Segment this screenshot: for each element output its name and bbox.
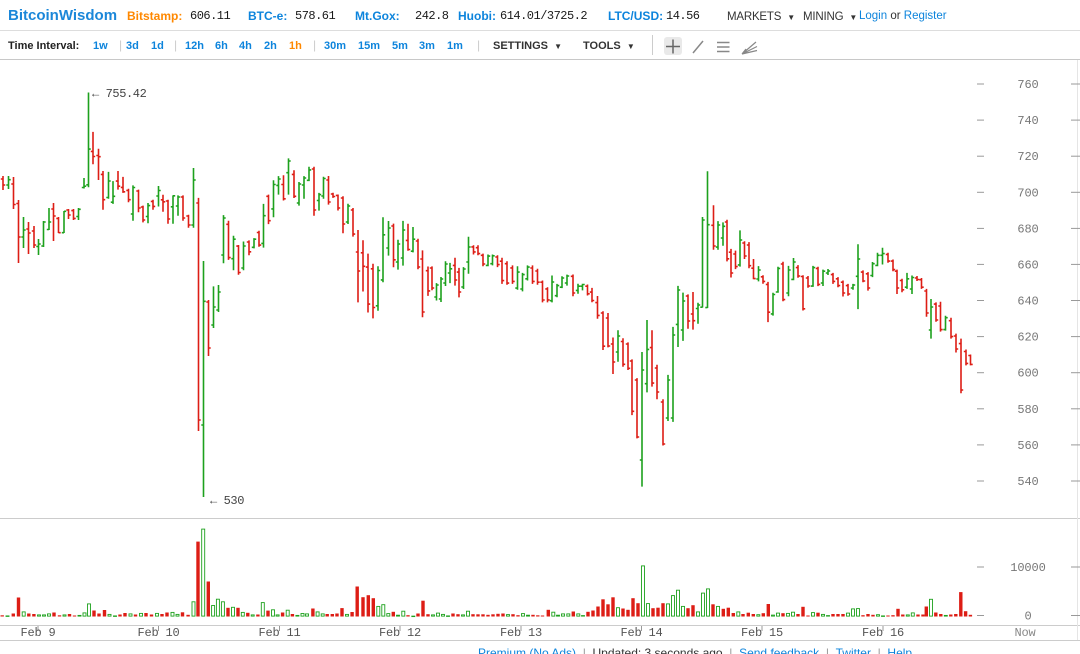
svg-text:640: 640 bbox=[1017, 295, 1038, 309]
svg-text:560: 560 bbox=[1017, 439, 1038, 453]
svg-text:← 530: ← 530 bbox=[210, 494, 244, 508]
svg-text:680: 680 bbox=[1017, 222, 1038, 236]
svg-text:580: 580 bbox=[1017, 403, 1038, 417]
svg-text:720: 720 bbox=[1017, 150, 1038, 164]
svg-text:740: 740 bbox=[1017, 114, 1038, 128]
svg-text:540: 540 bbox=[1017, 475, 1038, 489]
svg-text:0: 0 bbox=[1024, 610, 1031, 624]
svg-text:760: 760 bbox=[1017, 78, 1038, 92]
svg-text:600: 600 bbox=[1017, 367, 1038, 381]
svg-text:700: 700 bbox=[1017, 186, 1038, 200]
svg-text:620: 620 bbox=[1017, 331, 1038, 345]
svg-text:← 755.42: ← 755.42 bbox=[92, 87, 147, 101]
svg-text:10000: 10000 bbox=[1010, 561, 1046, 575]
svg-text:660: 660 bbox=[1017, 258, 1038, 272]
